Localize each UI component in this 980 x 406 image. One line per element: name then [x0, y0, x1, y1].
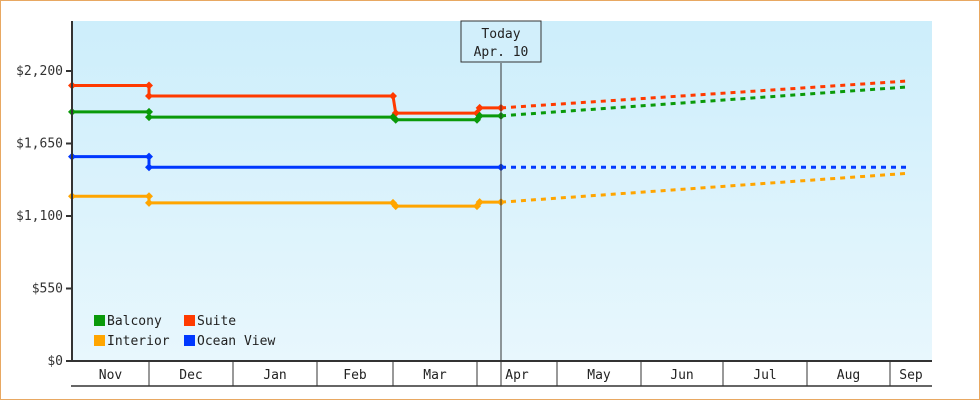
data-point[interactable] — [145, 152, 153, 161]
legend-swatch — [184, 335, 195, 346]
data-point[interactable] — [475, 111, 484, 120]
y-axis: $0 $550 $1,100 $1,650 $2,200 — [16, 21, 73, 369]
data-point[interactable] — [145, 113, 153, 122]
data-point[interactable] — [475, 198, 484, 207]
legend-item-suite[interactable]: Suite — [184, 314, 236, 329]
today-date: Apr. 10 — [474, 45, 529, 60]
series-ocean-view — [68, 152, 910, 172]
x-tick-label-nov: Nov — [99, 368, 123, 383]
data-point[interactable] — [145, 163, 153, 172]
data-point[interactable] — [145, 192, 153, 201]
y-tick-label: $550 — [32, 282, 63, 297]
legend-item-interior[interactable]: Interior — [94, 334, 170, 349]
legend-label: Interior — [107, 334, 170, 349]
data-point[interactable] — [145, 198, 153, 207]
forecast-line — [500, 171, 910, 204]
x-tick-label-jun: Jun — [670, 368, 693, 383]
y-tick-label: $1,100 — [16, 209, 63, 224]
x-tick-label-sep: Sep — [899, 368, 923, 383]
x-tick-label-apr: Apr — [505, 368, 529, 383]
legend-label: Balcony — [107, 314, 162, 329]
legend-swatch — [184, 315, 195, 326]
x-tick-label-may: May — [587, 368, 611, 383]
data-point[interactable] — [389, 92, 397, 101]
legend: Balcony Suite Interior Ocean View — [94, 314, 275, 349]
plot-area — [72, 21, 932, 361]
legend-item-ocean-view[interactable]: Ocean View — [184, 334, 275, 349]
legend-swatch — [94, 315, 105, 326]
legend-swatch — [94, 335, 105, 346]
data-point[interactable] — [145, 92, 153, 101]
x-tick-label-aug: Aug — [837, 368, 860, 383]
data-point[interactable] — [391, 202, 400, 211]
y-tick-label: $0 — [47, 354, 63, 369]
legend-item-balcony[interactable]: Balcony — [94, 314, 162, 329]
data-point[interactable] — [475, 103, 484, 112]
x-axis: Nov Dec Jan Feb Mar Apr May Jun Jul Aug Sep — [71, 360, 932, 387]
y-tick-label: $2,200 — [16, 64, 63, 79]
x-tick-label-jul: Jul — [753, 368, 776, 383]
y-tick-label: $1,650 — [16, 137, 63, 152]
history-line — [72, 155, 501, 169]
legend-label: Ocean View — [197, 334, 275, 349]
forecast-line — [500, 79, 910, 110]
data-point[interactable] — [391, 115, 400, 124]
forecast-line — [500, 85, 910, 118]
series-interior — [68, 171, 910, 211]
today-marker: Today Apr. 10 — [460, 20, 542, 386]
x-tick-label-feb: Feb — [343, 368, 367, 383]
x-tick-label-dec: Dec — [179, 368, 202, 383]
data-point[interactable] — [145, 81, 153, 90]
series-layer — [68, 79, 910, 211]
today-label-box — [460, 20, 542, 63]
today-label: Today — [481, 27, 520, 42]
legend-label: Suite — [197, 314, 236, 329]
series-balcony — [68, 85, 910, 124]
x-tick-label-jan: Jan — [263, 368, 286, 383]
x-tick-label-mar: Mar — [423, 368, 447, 383]
data-point[interactable] — [145, 107, 153, 116]
